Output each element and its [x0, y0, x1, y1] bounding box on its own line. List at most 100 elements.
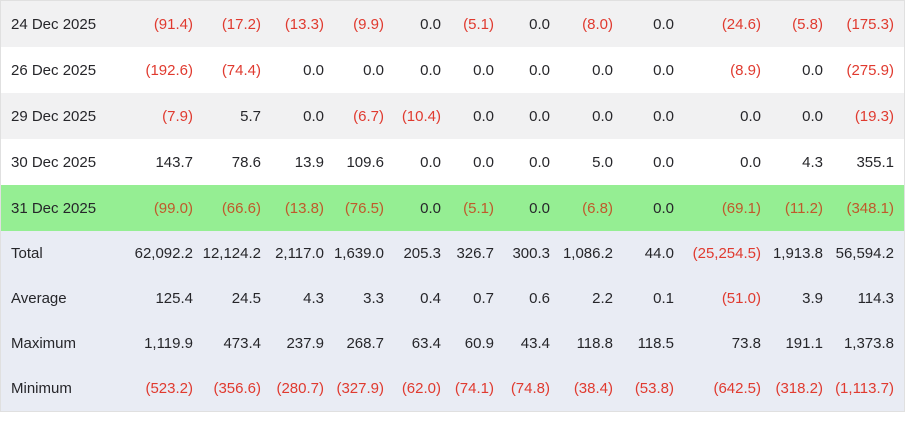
value-cell: 24.5 — [231, 290, 261, 307]
value-cell: 0.0 — [303, 61, 324, 79]
value-cell: 13.9 — [294, 153, 324, 171]
value-cell: (24.6) — [721, 15, 761, 33]
value-cell: (318.2) — [775, 380, 823, 397]
summary-row-minimum: Minimum (523.2) (356.6) (280.7) (327.9) (62.0… — [1, 366, 904, 411]
value-cell: (192.6) — [145, 61, 193, 79]
value-cell: (53.8) — [634, 380, 674, 397]
value-cell: 0.0 — [420, 153, 441, 171]
value-cell: 355.1 — [856, 153, 894, 171]
value-cell: (99.0) — [153, 199, 193, 217]
value-cell: 3.9 — [802, 290, 823, 307]
value-cell: 73.8 — [731, 335, 761, 352]
row-label: 31 Dec 2025 — [11, 199, 97, 217]
value-cell: 0.0 — [592, 61, 613, 79]
value-cell: 1,119.9 — [144, 335, 193, 352]
value-cell: 143.7 — [155, 153, 193, 171]
value-cell: 1,639.0 — [333, 245, 384, 262]
value-cell: 0.0 — [420, 15, 441, 33]
value-cell: 191.1 — [785, 335, 823, 352]
value-cell: 0.0 — [473, 61, 494, 79]
value-cell: 1,086.2 — [562, 245, 613, 262]
row-label: Average — [11, 290, 67, 307]
value-cell: (74.1) — [454, 380, 494, 397]
value-cell: (1,113.7) — [835, 380, 894, 397]
stats-table: 24 Dec 2025 (91.4) (17.2) (13.3) (9.9) 0.0 (5.… — [1, 1, 904, 411]
value-cell: (10.4) — [401, 107, 441, 125]
value-cell: 4.3 — [303, 290, 324, 307]
value-cell: 0.0 — [653, 199, 674, 217]
value-cell: (348.1) — [846, 199, 894, 217]
row-label: 26 Dec 2025 — [11, 61, 97, 79]
value-cell: 300.3 — [512, 245, 550, 262]
value-cell: 0.0 — [529, 61, 550, 79]
value-cell: (69.1) — [721, 199, 761, 217]
value-cell: 62,092.2 — [134, 245, 193, 262]
value-cell: 3.3 — [363, 290, 384, 307]
value-cell: 0.4 — [420, 290, 441, 307]
value-cell: (5.1) — [463, 199, 494, 217]
value-cell: 2,117.0 — [275, 245, 324, 262]
value-cell: (8.0) — [582, 15, 613, 33]
value-cell: 1,373.8 — [843, 335, 894, 352]
table-row[interactable]: 30 Dec 2025 143.7 78.6 13.9 109.6 0.0 0.0 0.0 5.… — [1, 139, 904, 185]
table-row-selected[interactable]: 31 Dec 2025 (99.0) (66.6) (13.8) (76.5) 0.0 (5… — [1, 185, 904, 231]
value-cell: 43.4 — [520, 335, 550, 352]
value-cell: (66.6) — [221, 199, 261, 217]
value-cell: (356.6) — [213, 380, 261, 397]
value-cell: 44.0 — [644, 245, 674, 262]
value-cell: 0.0 — [303, 107, 324, 125]
value-cell: 0.1 — [653, 290, 674, 307]
value-cell: (175.3) — [846, 15, 894, 33]
value-cell: 0.0 — [529, 153, 550, 171]
value-cell: 326.7 — [456, 245, 494, 262]
table-row[interactable]: 26 Dec 2025 (192.6) (74.4) 0.0 0.0 0.0 0.0 0.0 0… — [1, 47, 904, 93]
value-cell: (280.7) — [276, 380, 324, 397]
value-cell: (91.4) — [153, 15, 193, 33]
value-cell: 0.0 — [653, 61, 674, 79]
value-cell: 473.4 — [223, 335, 261, 352]
value-cell: 205.3 — [403, 245, 441, 262]
row-label: 30 Dec 2025 — [11, 153, 97, 171]
value-cell: (17.2) — [221, 15, 261, 33]
value-cell: (327.9) — [336, 380, 384, 397]
value-cell: 0.0 — [653, 107, 674, 125]
value-cell: 118.5 — [637, 335, 674, 352]
value-cell: 0.0 — [592, 107, 613, 125]
value-cell: (13.8) — [284, 199, 324, 217]
value-cell: 5.7 — [240, 107, 261, 125]
value-cell: (6.8) — [582, 199, 613, 217]
value-cell: 118.8 — [576, 335, 613, 352]
value-cell: (5.1) — [463, 15, 494, 33]
value-cell: (8.9) — [730, 61, 761, 79]
value-cell: 268.7 — [346, 335, 384, 352]
value-cell: 0.0 — [473, 153, 494, 171]
value-cell: (76.5) — [344, 199, 384, 217]
value-cell: (523.2) — [145, 380, 193, 397]
value-cell: (62.0) — [401, 380, 441, 397]
daily-stats-table: 24 Dec 2025 (91.4) (17.2) (13.3) (9.9) 0.0 (5.… — [0, 0, 905, 412]
table-row[interactable]: 29 Dec 2025 (7.9) 5.7 0.0 (6.7) (10.4) 0.0 0.0 0… — [1, 93, 904, 139]
value-cell: (38.4) — [573, 380, 613, 397]
value-cell: 0.0 — [420, 199, 441, 217]
value-cell: 1,913.8 — [772, 245, 823, 262]
value-cell: 0.0 — [653, 153, 674, 171]
value-cell: 0.0 — [802, 61, 823, 79]
row-label: Maximum — [11, 335, 77, 352]
value-cell: (19.3) — [854, 107, 894, 125]
value-cell: 0.0 — [740, 107, 761, 125]
value-cell: 0.0 — [529, 107, 550, 125]
value-cell: (5.8) — [792, 15, 823, 33]
value-cell: 0.0 — [740, 153, 761, 171]
value-cell: 0.6 — [529, 290, 550, 307]
value-cell: (7.9) — [162, 107, 193, 125]
value-cell: 0.0 — [473, 107, 494, 125]
value-cell: 12,124.2 — [202, 245, 261, 262]
value-cell: 2.2 — [592, 290, 613, 307]
table-row[interactable]: 24 Dec 2025 (91.4) (17.2) (13.3) (9.9) 0.0 (5.… — [1, 1, 904, 47]
value-cell: (6.7) — [353, 107, 384, 125]
summary-row-total: Total 62,092.2 12,124.2 2,117.0 1,639.0 205.3… — [1, 231, 904, 276]
value-cell: 0.0 — [529, 199, 550, 217]
value-cell: 56,594.2 — [835, 245, 894, 262]
value-cell: 125.4 — [155, 290, 193, 307]
summary-row-maximum: Maximum 1,119.9 473.4 237.9 268.7 63.4 60.9 43.… — [1, 321, 904, 366]
